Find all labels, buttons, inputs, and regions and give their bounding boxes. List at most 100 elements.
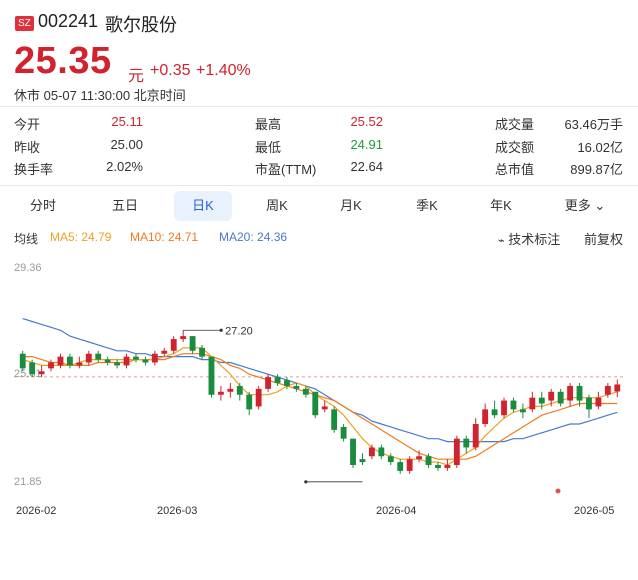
candle-body <box>368 447 375 457</box>
candle-body <box>510 400 517 410</box>
candle-body <box>501 400 507 416</box>
candle-body <box>482 409 489 425</box>
candle-body <box>604 385 611 395</box>
candle-body <box>538 397 545 404</box>
x-tick-label: 2026-04 <box>376 505 417 517</box>
market-status: 休市 05-07 11:30:00 北京时间 <box>14 88 186 103</box>
candle-body <box>491 409 498 416</box>
high-marker-dot <box>219 328 223 332</box>
x-tick-label: 2026-03 <box>157 505 198 517</box>
ma10-line <box>22 353 618 460</box>
candle-body <box>133 356 139 360</box>
stat-value: 24.91 <box>350 137 383 152</box>
candle-body <box>38 371 45 375</box>
adjust-selector[interactable]: 前复权 <box>584 232 624 247</box>
candle-body <box>114 362 121 366</box>
tab-5[interactable]: 季K <box>416 198 438 213</box>
candle-body <box>472 424 479 448</box>
trend-icon: ⌁ <box>498 235 505 247</box>
y-tick-label: 25.61 <box>14 368 42 380</box>
candle-body <box>519 409 526 413</box>
stat-label: 总市值 <box>495 162 535 177</box>
stat-label: 市盈(TTM) <box>255 162 317 177</box>
candle-body <box>208 356 215 395</box>
candle-body <box>463 438 470 448</box>
candle-body <box>217 391 224 395</box>
price-unit: 元 <box>128 68 145 85</box>
price-change-percent: +1.40% <box>196 62 251 79</box>
candle-body <box>416 456 423 460</box>
candle-body <box>321 406 328 410</box>
ma10-value: MA10: 24.71 <box>130 230 199 244</box>
candle-body <box>397 462 404 471</box>
stat-label: 换手率 <box>14 162 54 177</box>
candle-body <box>359 459 366 463</box>
candle-body <box>151 353 158 363</box>
candle-body <box>255 388 262 407</box>
candle-body <box>444 465 451 468</box>
ma20-value: MA20: 24.36 <box>219 230 288 244</box>
stat-label: 昨收 <box>14 140 41 155</box>
candle-body <box>614 384 621 392</box>
tab-7[interactable]: 更多 ⌄ <box>564 198 606 213</box>
tab-0[interactable]: 分时 <box>29 198 56 213</box>
candle-body <box>453 438 460 466</box>
candle-body <box>170 339 177 351</box>
candle-body <box>227 388 234 392</box>
tab-1[interactable]: 五日 <box>111 198 138 213</box>
high-annotation: 27.20 <box>225 325 253 337</box>
tab-4[interactable]: 月K <box>340 198 362 213</box>
y-tick-label: 21.85 <box>14 476 42 488</box>
candle-body <box>548 391 555 401</box>
stat-label: 最低 <box>255 140 282 155</box>
tab-3[interactable]: 周K <box>266 198 288 213</box>
candle-body <box>378 447 385 457</box>
ma5-value: MA5: 24.79 <box>50 230 112 244</box>
x-tick-label: 2026-02 <box>16 505 57 517</box>
candle-body <box>142 359 149 363</box>
candle-body <box>586 397 592 410</box>
stat-label: 成交量 <box>495 117 535 132</box>
candle-body <box>557 391 564 404</box>
candle-body <box>529 397 536 410</box>
candle-body <box>29 362 36 375</box>
stat-label: 今开 <box>14 117 41 132</box>
x-tick-label: 2026-05 <box>574 505 615 517</box>
ma5-line <box>22 347 618 466</box>
candle-body <box>236 385 243 395</box>
tab-6[interactable]: 年K <box>490 198 512 213</box>
tech-annotation-toggle[interactable]: ⌁ 技术标注 <box>498 229 560 248</box>
candle-body <box>199 347 205 357</box>
candle-body <box>331 409 338 430</box>
candle-body <box>19 353 26 369</box>
stat-value: 16.02亿 <box>577 140 623 155</box>
candle-body <box>95 353 102 360</box>
stat-label: 成交额 <box>495 140 535 155</box>
candle-body <box>189 336 196 351</box>
candle-body <box>350 438 356 466</box>
candle-body <box>302 388 309 395</box>
header-divider <box>0 106 638 107</box>
candle-body <box>293 385 300 389</box>
candle-body <box>340 426 347 439</box>
stat-value: 899.87亿 <box>570 162 623 177</box>
candle-body <box>246 394 253 410</box>
candle-body <box>567 385 574 401</box>
candle-body <box>180 336 187 340</box>
candle-body <box>48 362 54 369</box>
candle-body <box>387 456 394 463</box>
tab-2[interactable]: 日K <box>174 191 232 221</box>
candle-body <box>76 362 83 366</box>
stat-value: 25.11 <box>111 114 143 129</box>
stats-divider <box>0 185 638 186</box>
price-change: +0.35 <box>150 62 191 79</box>
tech-annotation-label: 技术标注 <box>508 232 561 247</box>
ma-label: 均线 <box>14 232 39 246</box>
candle-body <box>435 465 441 468</box>
low-marker-dot <box>304 480 308 484</box>
stat-value: 22.64 <box>350 159 383 174</box>
candle-body <box>161 350 168 354</box>
stat-label: 最高 <box>255 117 282 132</box>
kline-chart[interactable]: 29.36 25.61 21.85 27.20 <box>0 255 638 525</box>
candle-body <box>274 377 281 384</box>
